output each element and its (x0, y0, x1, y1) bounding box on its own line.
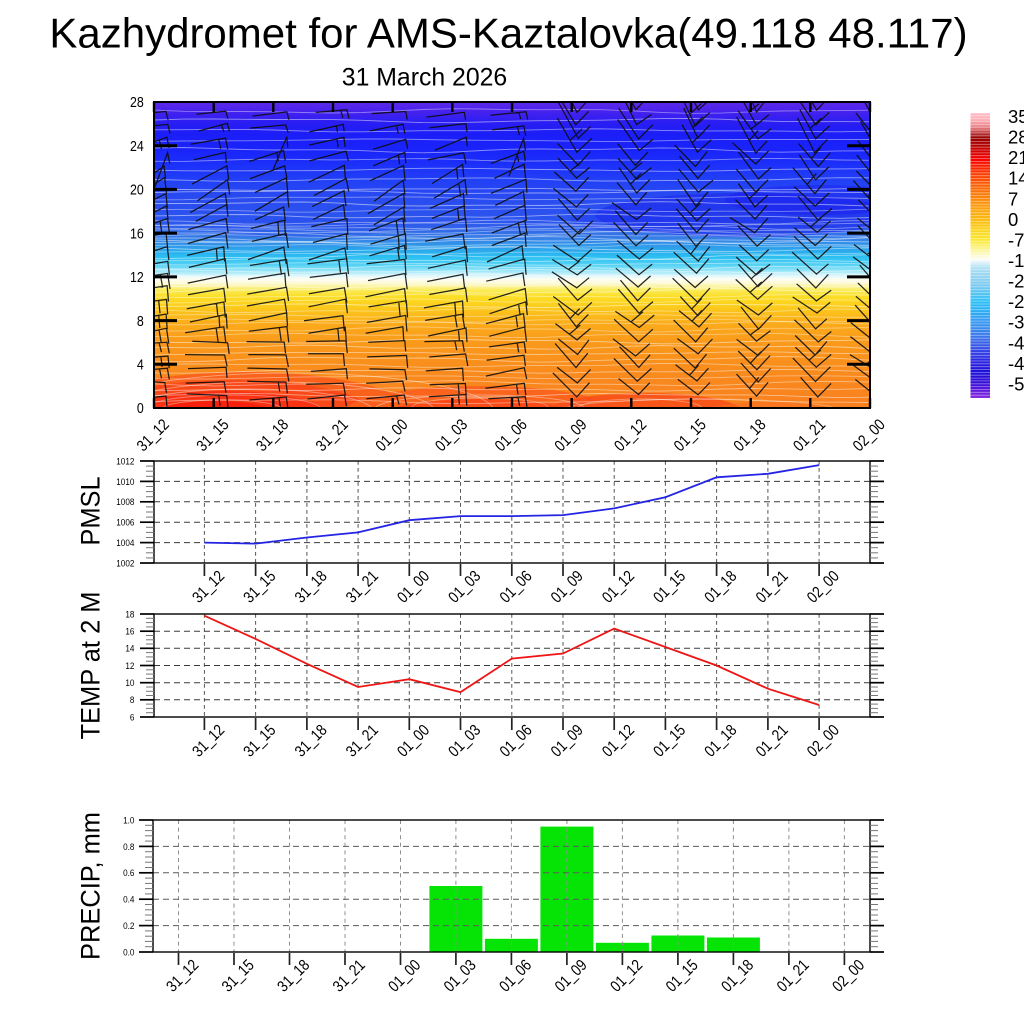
svg-text:-35: -35 (1008, 312, 1024, 333)
svg-text:TEMP at 2 M: TEMP at 2 M (75, 591, 106, 739)
svg-text:0.6: 0.6 (123, 868, 134, 879)
svg-text:-14: -14 (1008, 250, 1024, 271)
svg-text:14: 14 (1008, 168, 1024, 189)
svg-text:1012: 1012 (116, 456, 134, 467)
svg-text:PRECIP, mm: PRECIP, mm (75, 812, 106, 960)
svg-text:10: 10 (125, 677, 134, 688)
svg-text:8: 8 (137, 313, 144, 329)
svg-text:6: 6 (130, 712, 135, 723)
svg-text:-28: -28 (1008, 291, 1024, 312)
svg-text:-21: -21 (1008, 271, 1024, 292)
svg-text:0.0: 0.0 (123, 947, 134, 958)
svg-text:0.2: 0.2 (123, 920, 134, 931)
svg-text:0.8: 0.8 (123, 841, 134, 852)
svg-text:16: 16 (125, 626, 134, 637)
svg-text:1002: 1002 (116, 558, 134, 569)
svg-text:-7: -7 (1008, 229, 1024, 250)
svg-text:28: 28 (130, 94, 144, 110)
svg-text:31 March 2026: 31 March 2026 (342, 65, 507, 92)
svg-text:20: 20 (130, 182, 144, 198)
svg-text:14: 14 (125, 643, 134, 654)
svg-text:1008: 1008 (116, 497, 134, 508)
svg-text:24: 24 (130, 138, 144, 154)
svg-text:0.4: 0.4 (123, 894, 134, 905)
svg-text:1006: 1006 (116, 517, 134, 528)
svg-text:0: 0 (137, 400, 144, 416)
svg-text:7: 7 (1008, 188, 1018, 209)
svg-text:1.0: 1.0 (123, 815, 134, 826)
svg-text:12: 12 (125, 660, 134, 671)
svg-text:12: 12 (130, 269, 144, 285)
svg-text:1010: 1010 (116, 476, 134, 487)
svg-text:35: 35 (1008, 106, 1024, 127)
svg-text:8: 8 (130, 695, 135, 706)
svg-text:0: 0 (1008, 209, 1018, 230)
svg-text:16: 16 (130, 225, 144, 241)
svg-text:4: 4 (137, 357, 144, 373)
svg-text:-56: -56 (1008, 373, 1024, 394)
svg-text:1004: 1004 (116, 537, 134, 548)
svg-text:21: 21 (1008, 147, 1024, 168)
svg-text:-42: -42 (1008, 332, 1024, 353)
svg-text:28: 28 (1008, 127, 1024, 148)
svg-text:-49: -49 (1008, 353, 1024, 374)
svg-text:18: 18 (125, 609, 134, 620)
svg-text:PMSL: PMSL (75, 476, 106, 545)
svg-text:Kazhydromet for AMS-Kaztalovka: Kazhydromet for AMS-Kaztalovka(49.118 48… (49, 10, 967, 57)
